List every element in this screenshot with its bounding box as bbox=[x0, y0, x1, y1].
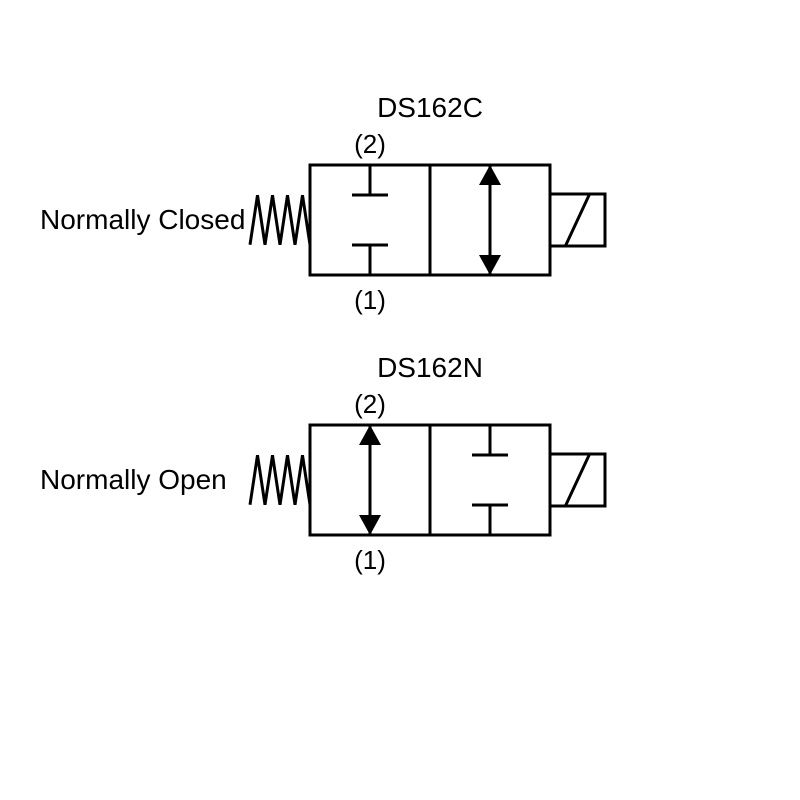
label-normally-closed: Normally Closed bbox=[40, 204, 245, 235]
valve-title: DS162N bbox=[377, 352, 483, 383]
label-normally-open: Normally Open bbox=[40, 464, 227, 495]
port-2-label: (2) bbox=[354, 389, 386, 419]
valve-title: DS162C bbox=[377, 92, 483, 123]
port-2-label: (2) bbox=[354, 129, 386, 159]
port-1-label: (1) bbox=[354, 285, 386, 315]
port-1-label: (1) bbox=[354, 545, 386, 575]
